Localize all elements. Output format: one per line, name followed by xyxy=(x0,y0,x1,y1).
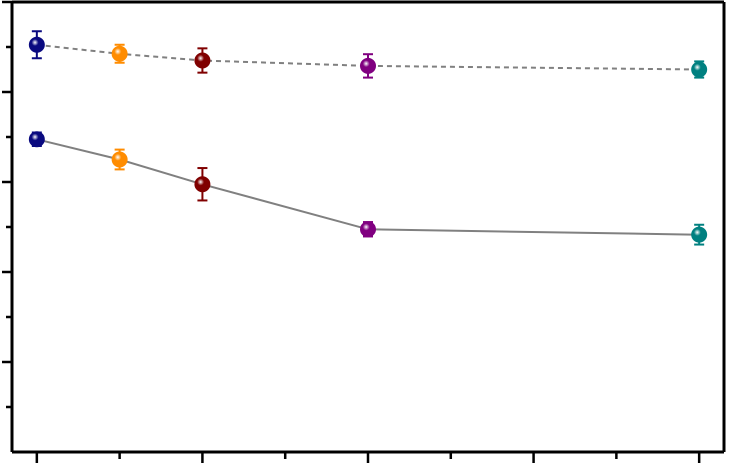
series-line-2 xyxy=(36,138,700,236)
data-point-s2-p1 xyxy=(28,131,45,148)
data-point-s1-p3 xyxy=(194,52,211,69)
data-point-s1-p1 xyxy=(28,36,45,53)
data-point-s2-p2 xyxy=(111,151,128,168)
data-point-s1-p2 xyxy=(111,45,128,62)
data-point-s2-p3 xyxy=(194,176,211,193)
data-point-s1-p4 xyxy=(360,57,376,74)
data-point-s1-p5 xyxy=(691,61,708,78)
data-points-group xyxy=(28,36,708,243)
data-point-s2-p4 xyxy=(360,221,376,238)
data-point-s2-p5 xyxy=(691,226,708,243)
